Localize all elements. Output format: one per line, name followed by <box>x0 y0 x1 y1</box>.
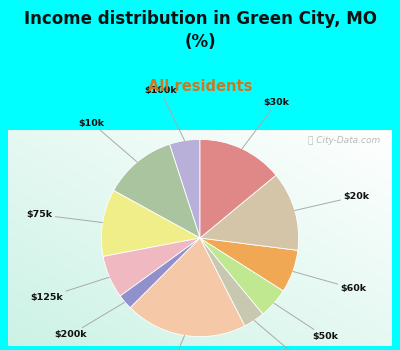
Text: $50k: $50k <box>274 303 338 341</box>
Text: $10k: $10k <box>79 119 137 162</box>
Wedge shape <box>170 139 200 238</box>
Wedge shape <box>200 238 263 326</box>
Wedge shape <box>103 238 200 296</box>
Wedge shape <box>120 238 200 308</box>
Text: $100k: $100k <box>144 86 184 141</box>
Text: > $200k: > $200k <box>254 321 326 350</box>
Wedge shape <box>101 190 200 257</box>
Text: $60k: $60k <box>293 271 366 293</box>
Text: $40k: $40k <box>150 335 184 350</box>
Text: Income distribution in Green City, MO
(%): Income distribution in Green City, MO (%… <box>24 10 376 51</box>
Wedge shape <box>130 238 245 337</box>
Wedge shape <box>200 175 299 250</box>
Text: ⓘ City-Data.com: ⓘ City-Data.com <box>308 136 380 145</box>
Wedge shape <box>200 238 283 314</box>
Text: $75k: $75k <box>26 210 102 223</box>
Text: $30k: $30k <box>242 98 290 149</box>
Text: $125k: $125k <box>30 277 110 302</box>
Text: All residents: All residents <box>148 79 252 94</box>
Wedge shape <box>200 139 276 238</box>
Text: $20k: $20k <box>295 192 370 210</box>
Wedge shape <box>114 144 200 238</box>
Wedge shape <box>200 238 298 291</box>
Text: $200k: $200k <box>54 302 125 340</box>
